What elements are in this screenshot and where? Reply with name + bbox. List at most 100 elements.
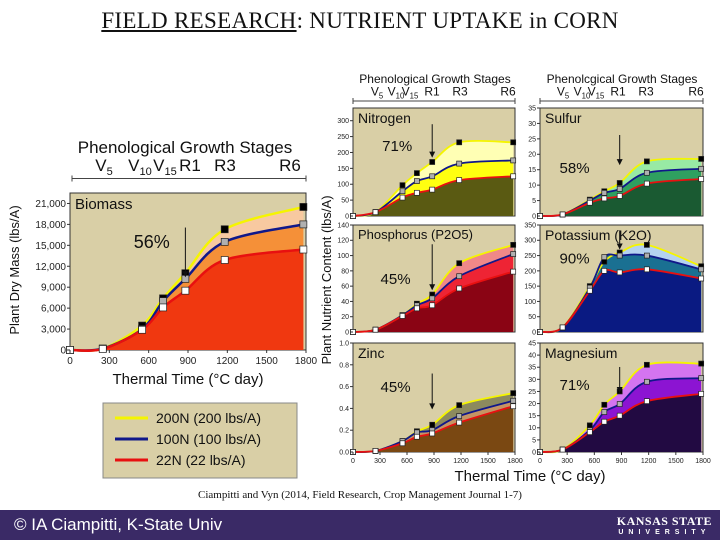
stage-label: R1 (424, 85, 440, 99)
kansas-state-logo: KANSAS STATE UNIVERSITY (617, 514, 712, 536)
y-tick-label: 25 (528, 389, 536, 396)
stage-label: R1 (610, 85, 626, 99)
x-tick-label: 600 (588, 458, 600, 465)
chart-potassium-k2o-: 0 50 100 150 200 250 300 350 Potassium (K2O) 90% (524, 222, 705, 336)
marker-22N (399, 440, 406, 447)
logo-line1: KANSAS STATE (616, 514, 712, 528)
stage-subscript: 10 (582, 92, 591, 101)
stage-label: R1 (179, 156, 201, 175)
marker-200N (698, 360, 705, 367)
stage-label: V15 (402, 85, 419, 101)
marker-100N (510, 397, 517, 404)
marker-200N (429, 159, 436, 165)
panel-title: Biomass (75, 196, 133, 213)
marker-100N (601, 409, 608, 415)
marker-22N (220, 256, 229, 264)
y-tick-label: 15,000 (35, 241, 66, 252)
y-tick-label: 3,000 (41, 325, 66, 336)
marker-22N (372, 326, 379, 333)
y-tick-label: 350 (524, 222, 536, 229)
y-tick-label: 35 (528, 105, 536, 112)
marker-100N (644, 252, 650, 259)
y-tick-label: 80 (341, 268, 349, 275)
marker-100N (414, 178, 420, 184)
marker-22N (644, 180, 650, 187)
legend-label: 200N (200 lbs/A) (156, 410, 261, 426)
y-tick-label: 100 (337, 182, 349, 189)
marker-22N (429, 430, 436, 437)
arrow-head (182, 271, 189, 278)
stages-title: Phenological Growth Stages (78, 138, 293, 157)
marker-22N (616, 269, 623, 276)
marker-100N (698, 375, 705, 381)
stage-label: V15 (588, 85, 605, 101)
y-tick-label: 6,000 (41, 304, 66, 315)
x-tick-label: 0 (538, 458, 542, 465)
legend-label: 100N (100 lbs/A) (156, 431, 261, 447)
slide-title: FIELD RESEARCH: NUTRIENT UPTAKE in CORN (0, 8, 720, 34)
marker-22N (601, 195, 608, 202)
x-tick-label: 600 (401, 458, 413, 465)
x-tick-label: 600 (140, 356, 157, 367)
stage-subscript: 5 (107, 166, 113, 178)
marker-22N (456, 285, 463, 292)
y-tick-label: 0.2 (339, 428, 349, 435)
marker-100N (510, 157, 517, 164)
x-tick-label: 1200 (453, 458, 469, 465)
marker-100N (456, 273, 463, 280)
x-tick-label: 0 (67, 356, 73, 367)
y-tick-label: 15 (528, 167, 536, 174)
stage-label: R3 (638, 85, 654, 99)
y-tick-label: 200 (524, 268, 536, 275)
area-22N (353, 406, 514, 452)
y-tick-label: 9,000 (41, 283, 66, 294)
x-tick-label: 1500 (256, 356, 279, 367)
x-tick-label: 1800 (507, 458, 523, 465)
stage-subscript: 5 (379, 92, 384, 101)
chart-nitrogen: 0 50 100 150 200 250 300 Nitrogen 71% (337, 107, 517, 220)
x-tick-label: 900 (428, 458, 440, 465)
marker-200N (414, 170, 420, 176)
y-tick-label: 0 (532, 213, 536, 220)
percentage-label: 71% (560, 377, 590, 394)
marker-200N (510, 139, 517, 146)
arrow-head (616, 387, 623, 394)
marker-200N (399, 182, 406, 189)
marker-22N (601, 418, 608, 425)
y-tick-label: 120 (337, 238, 349, 245)
marker-22N (510, 403, 517, 410)
marker-200N (586, 422, 593, 429)
stage-subscript: 10 (396, 92, 405, 101)
y-tick-label: 5 (532, 437, 536, 444)
x-tick-label: 300 (101, 356, 118, 367)
y-tick-label: 150 (524, 284, 536, 291)
marker-22N (456, 177, 463, 183)
chart-magnesium: 0 5 10 15 20 25 30 35 40 45 0 300 600 900 1200 1500 1800… (528, 340, 711, 465)
marker-22N (559, 211, 566, 218)
arrow-head (616, 243, 623, 250)
y-tick-label: 20 (341, 314, 349, 321)
stage-label: R6 (688, 85, 704, 99)
footer-copyright: © IA Ciampitti, K-State Univ (14, 515, 223, 534)
stage-label: V10 (128, 156, 152, 178)
panel-title: Potassium (K2O) (545, 227, 652, 243)
area-22N (540, 269, 702, 333)
marker-200N (644, 158, 650, 165)
y-tick-label: 25 (528, 136, 536, 143)
y-tick-label: 40 (528, 353, 536, 360)
marker-200N (644, 361, 650, 368)
x-tick-label: 1500 (480, 458, 496, 465)
biomass-x-axis-label: Thermal Time (°C day) (112, 371, 263, 388)
marker-22N (429, 186, 436, 193)
y-tick-label: 15 (528, 413, 536, 420)
y-tick-label: 45 (528, 340, 536, 347)
area-22N (70, 249, 304, 351)
citation: Ciampitti and Vyn (2014, Field Research,… (198, 489, 522, 501)
marker-200N (644, 242, 650, 248)
y-tick-label: 50 (341, 198, 349, 205)
marker-22N (586, 429, 593, 435)
y-tick-label: 250 (337, 134, 349, 141)
stage-subscript: 5 (565, 92, 570, 101)
stage-label: R6 (500, 85, 516, 99)
